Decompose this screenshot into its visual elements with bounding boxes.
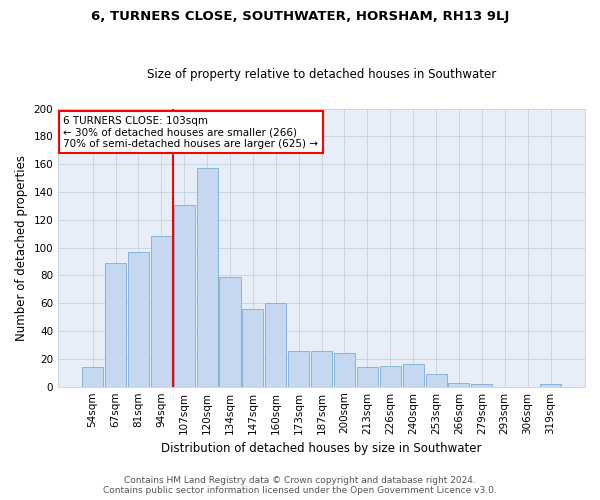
Bar [197, 168, 218, 386]
Bar [128, 252, 149, 386]
Bar [448, 382, 469, 386]
Bar [288, 350, 309, 386]
Bar [357, 367, 378, 386]
Bar [82, 367, 103, 386]
Bar [472, 384, 493, 386]
Bar [380, 366, 401, 386]
Bar [425, 374, 446, 386]
Bar [265, 303, 286, 386]
Text: 6 TURNERS CLOSE: 103sqm
← 30% of detached houses are smaller (266)
70% of semi-d: 6 TURNERS CLOSE: 103sqm ← 30% of detache… [64, 116, 319, 148]
Bar [540, 384, 561, 386]
Bar [105, 263, 126, 386]
Bar [403, 364, 424, 386]
Bar [151, 236, 172, 386]
Text: Contains HM Land Registry data © Crown copyright and database right 2024.
Contai: Contains HM Land Registry data © Crown c… [103, 476, 497, 495]
Bar [220, 277, 241, 386]
Bar [242, 309, 263, 386]
Bar [173, 204, 195, 386]
Text: 6, TURNERS CLOSE, SOUTHWATER, HORSHAM, RH13 9LJ: 6, TURNERS CLOSE, SOUTHWATER, HORSHAM, R… [91, 10, 509, 23]
Bar [311, 350, 332, 386]
X-axis label: Distribution of detached houses by size in Southwater: Distribution of detached houses by size … [161, 442, 482, 455]
Title: Size of property relative to detached houses in Southwater: Size of property relative to detached ho… [147, 68, 496, 81]
Bar [334, 354, 355, 386]
Y-axis label: Number of detached properties: Number of detached properties [15, 154, 28, 340]
